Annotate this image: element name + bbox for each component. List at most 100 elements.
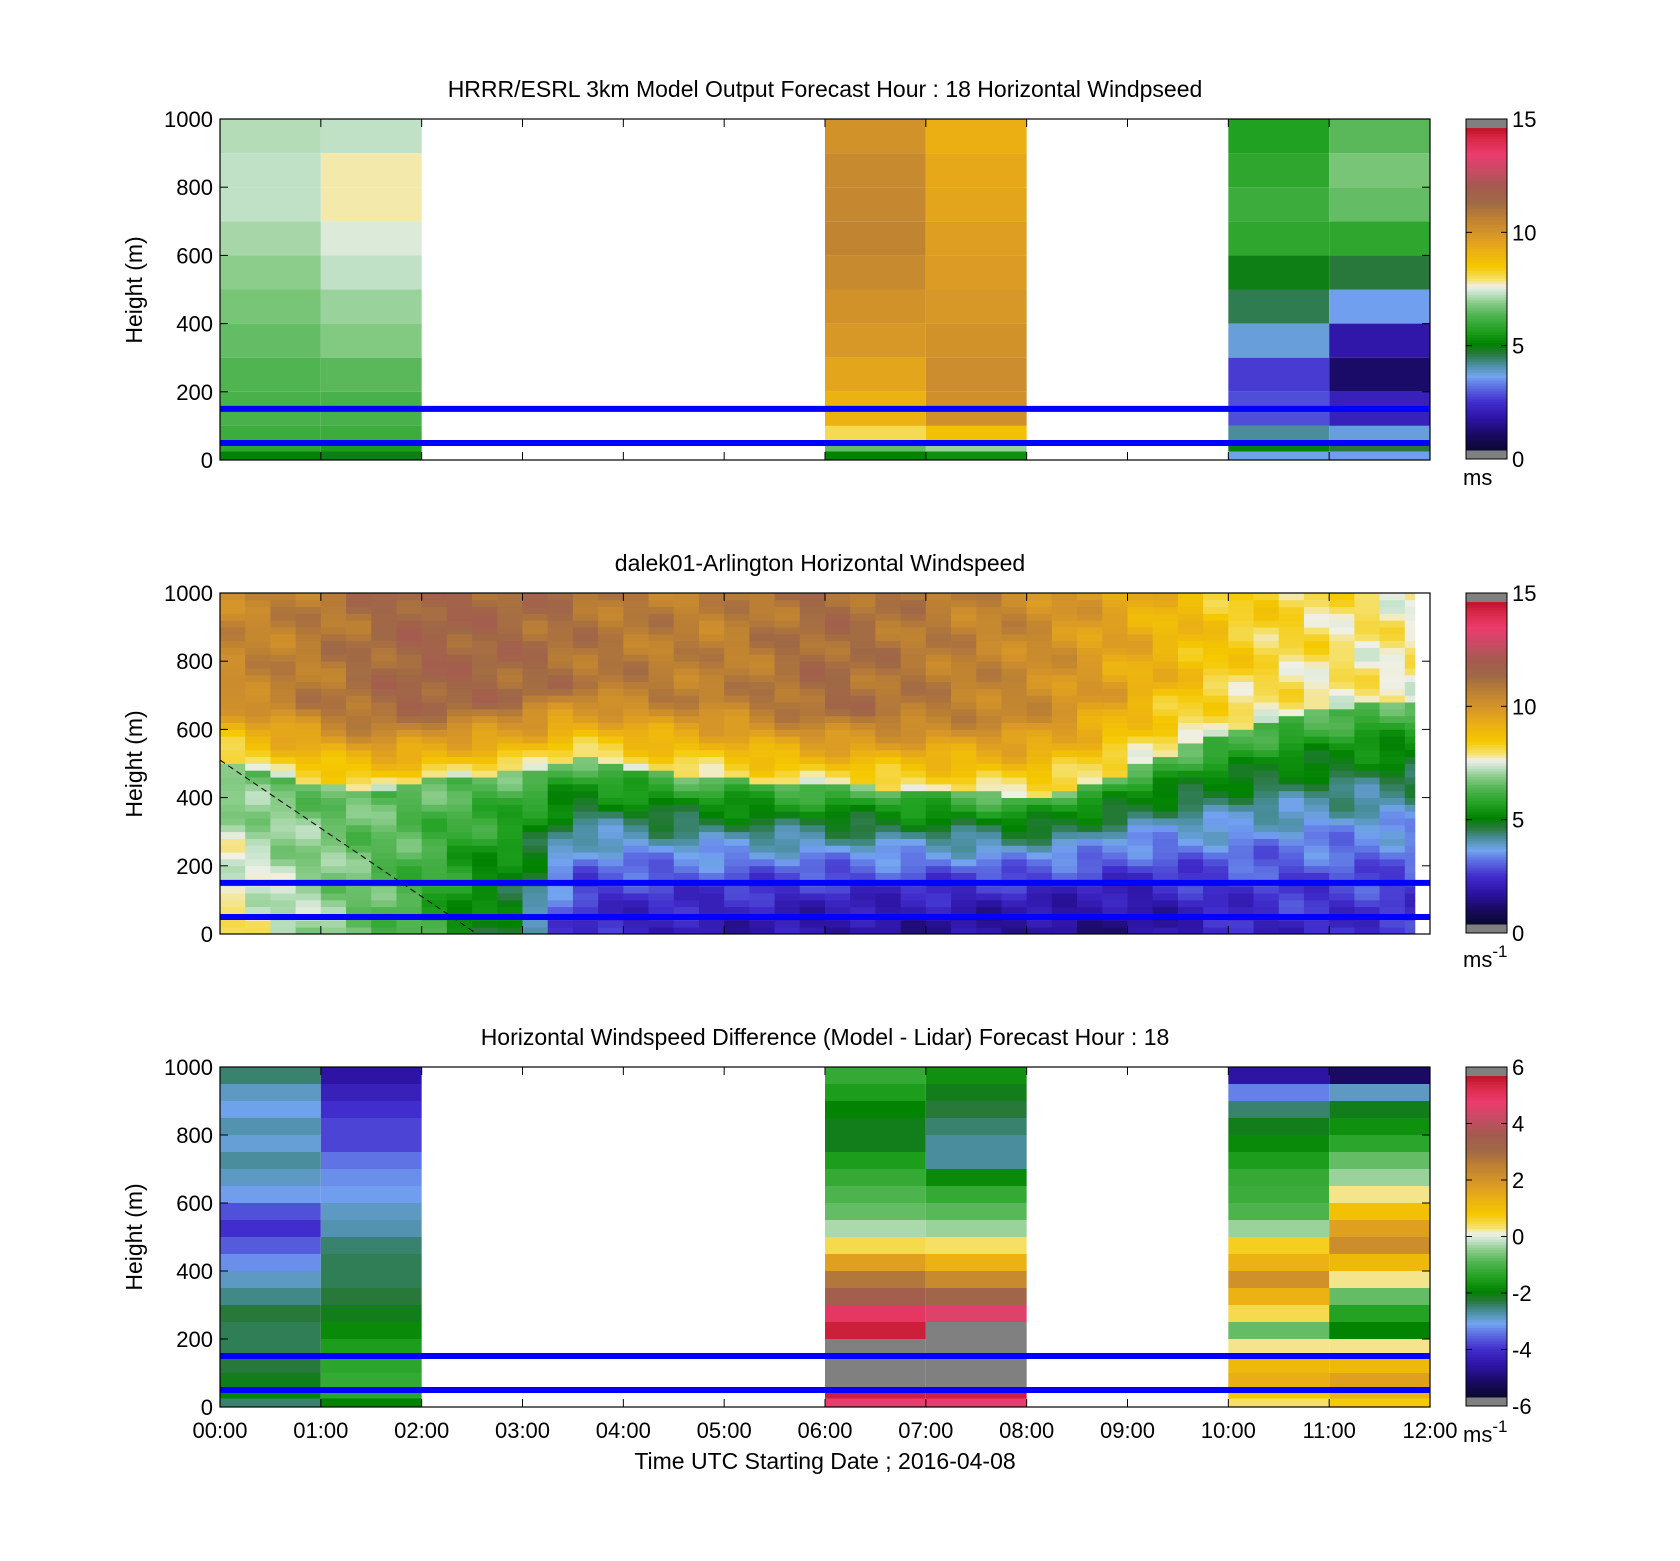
colorbar-segment <box>1466 730 1507 734</box>
colorbar-segment <box>1466 224 1507 228</box>
colorbar-segment <box>1466 1148 1507 1152</box>
heatmap-cell <box>371 831 397 839</box>
colorbar-segment <box>1466 1380 1507 1385</box>
heatmap-cell <box>446 695 473 703</box>
heatmap-cell <box>1102 831 1128 839</box>
heatmap-cell <box>346 852 372 860</box>
heatmap-cell <box>220 627 246 635</box>
heatmap-cell <box>1303 852 1330 860</box>
heatmap-cell <box>1051 818 1078 826</box>
colorbar-segment <box>1466 1356 1507 1361</box>
heatmap-cell <box>623 729 649 737</box>
heatmap-cell <box>1329 824 1355 833</box>
heatmap-cell <box>925 647 952 655</box>
heatmap-cell <box>825 1398 926 1407</box>
heatmap-cell <box>1404 661 1416 669</box>
heatmap-cell <box>598 872 624 880</box>
heatmap-cell <box>1404 845 1416 853</box>
heatmap-cell <box>572 715 599 723</box>
colorbar-segment <box>1466 1263 1507 1267</box>
heatmap-cell <box>951 906 977 914</box>
heatmap-cell <box>1228 790 1254 798</box>
heatmap-cell <box>1001 763 1028 771</box>
colorbar-segment <box>1466 859 1507 863</box>
heatmap-cell <box>698 790 725 798</box>
heatmap-cell <box>1404 872 1416 880</box>
heatmap-cell <box>522 722 549 730</box>
heatmap-cell <box>270 797 297 805</box>
heatmap-cell <box>1177 647 1204 655</box>
heatmap-cell <box>598 920 624 928</box>
heatmap-cell <box>1203 681 1229 689</box>
colorbar-segment <box>1466 229 1507 234</box>
heatmap-cell <box>522 906 549 914</box>
heatmap-cell <box>572 777 599 785</box>
heatmap-cell <box>572 681 599 689</box>
colorbar-segment <box>1466 157 1507 161</box>
heatmap-cell <box>497 640 523 648</box>
heatmap-cell <box>1379 729 1406 737</box>
heatmap-cell <box>799 633 826 642</box>
heatmap-cell <box>1152 756 1179 764</box>
heatmap-cell <box>825 647 851 655</box>
heatmap-cell <box>825 1186 926 1203</box>
heatmap-cell <box>320 886 347 894</box>
heatmap-cell <box>799 613 826 621</box>
colorbar-segment <box>1466 687 1507 692</box>
heatmap-cell <box>875 736 902 744</box>
heatmap-cell <box>1203 633 1229 642</box>
heatmap-cell <box>623 640 649 648</box>
heatmap-cell <box>1253 790 1280 798</box>
heatmap-cell <box>850 831 876 839</box>
heatmap-cell <box>295 695 322 703</box>
heatmap-cell <box>648 599 675 608</box>
heatmap-cell <box>1354 688 1380 696</box>
heatmap-cell <box>925 824 952 833</box>
heatmap-cell <box>320 654 347 662</box>
heatmap-cell <box>522 702 549 710</box>
colorbar-segment <box>1466 728 1507 732</box>
heatmap-cell <box>1051 708 1078 717</box>
heatmap-cell <box>1228 688 1254 696</box>
heatmap-cell <box>1253 858 1280 867</box>
heatmap-cell <box>1102 627 1128 635</box>
heatmap-cell <box>749 743 775 751</box>
colorbar-segment <box>1466 1174 1507 1179</box>
heatmap-cell <box>270 838 297 846</box>
colorbar-segment <box>1466 610 1507 614</box>
heatmap-cell <box>547 824 574 833</box>
colorbar-segment <box>1466 921 1507 925</box>
heatmap-cell <box>976 627 1002 635</box>
heatmap-cell <box>1379 777 1406 785</box>
heatmap-cell <box>1026 654 1053 662</box>
heatmap-cell <box>497 790 523 798</box>
heatmap-cell <box>572 620 599 628</box>
colorbar-segment <box>1466 173 1507 177</box>
heatmap-cell <box>396 620 423 628</box>
colorbar-segment <box>1466 1247 1507 1251</box>
heatmap-cell <box>1404 593 1416 601</box>
heatmap-cell <box>925 1356 1027 1373</box>
heatmap-cell <box>648 811 675 819</box>
heatmap-cell <box>1404 804 1416 812</box>
heatmap-cell <box>446 818 473 826</box>
heatmap-cell <box>925 927 952 934</box>
colorbar-segment <box>1466 1290 1507 1294</box>
heatmap-cell <box>1228 729 1254 737</box>
heatmap-cell <box>1001 872 1028 880</box>
heatmap-cell <box>220 1152 321 1169</box>
heatmap-cell <box>1278 920 1305 928</box>
heatmap-cell <box>951 893 977 901</box>
heatmap-cell <box>900 743 927 751</box>
heatmap-cell <box>1026 647 1053 655</box>
heatmap-cell <box>1177 790 1204 798</box>
heatmap-cell <box>850 763 876 771</box>
heatmap-cell <box>245 838 271 846</box>
colorbar-segment <box>1466 771 1507 775</box>
heatmap-cell <box>446 783 473 792</box>
heatmap-cell <box>951 695 977 703</box>
colorbar-segment <box>1466 1215 1507 1219</box>
heatmap-cell <box>1228 1322 1330 1339</box>
heatmap-cell <box>900 852 927 860</box>
